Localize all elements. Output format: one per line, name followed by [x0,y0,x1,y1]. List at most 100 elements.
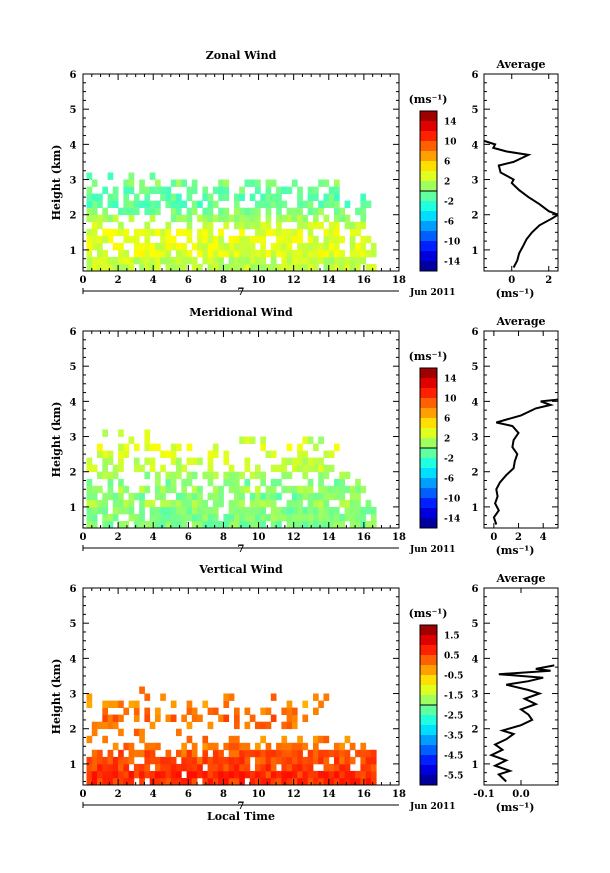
heatmap-cell [286,457,293,465]
heatmap-cell [165,714,172,722]
heatmap-cell [102,256,108,265]
heatmap-cell [234,499,240,508]
heatmap-cell [249,492,256,501]
heatmap-cell [281,228,288,237]
heatmap-cell [118,207,124,216]
heatmap-cell [202,513,209,522]
heatmap-cell [165,770,172,779]
colorbar-swatch [420,251,437,262]
heatmap-cell [323,485,330,494]
heatmap-cell [239,186,245,194]
heatmap-cell [160,499,166,508]
heatmap-cell [144,499,151,508]
heatmap-cell [191,242,198,251]
heatmap-cell [207,207,214,216]
heatmap-cell [133,728,140,737]
heatmap-cell [313,221,319,230]
heatmap-cell [144,770,151,779]
heatmap-cell [318,221,324,230]
heatmap-cell [260,264,266,271]
heatmap-cell [91,214,98,223]
heatmap-cell [202,214,209,223]
heatmap-cell [223,763,230,772]
heatmap-cell [176,228,182,237]
heatmap-cell [344,221,351,230]
heatmap-cell [197,249,203,258]
heatmap-cell [181,756,187,765]
y-tick-label: 3 [70,433,77,444]
heatmap-cell [265,485,272,494]
heatmap-cell [123,742,130,751]
heatmap-cell [349,756,356,765]
heatmap-cell [318,492,324,501]
heatmap-cell [249,193,256,201]
x-tick-label: 0 [80,789,87,800]
average-profile-line [484,139,558,268]
heatmap-cell [265,749,272,758]
heatmap-cell [360,242,367,251]
heatmap-cell [286,742,293,751]
heatmap-cell [276,228,282,237]
heatmap-cell [102,264,108,271]
heatmap-cell [365,235,372,244]
heatmap-cell [291,763,298,772]
heatmap-cell [218,778,224,785]
heatmap-cell [181,464,187,473]
heatmap-cell [197,763,203,772]
heatmap-cell [249,499,256,508]
heatmap-cells [86,172,377,271]
heatmap-cell [202,186,209,194]
heatmap-cell [239,492,245,501]
heatmap-cell [349,249,356,258]
heatmap-cell [270,770,277,779]
heatmap-cell [155,478,161,487]
heatmap-cell [234,207,240,216]
heatmap-cell [186,499,193,508]
heatmap-cell [260,228,266,237]
heatmap-cell [176,464,182,473]
heatmap-cell [160,492,166,501]
x-tick-label: 16 [357,532,371,543]
heatmap-cell [165,249,172,258]
heatmap-cell [118,256,124,265]
heatmap-cell [212,506,219,515]
profile-title: Average [495,315,545,328]
colorbar-swatch [420,625,437,636]
heatmap-cell [291,214,298,223]
heatmap-cell [323,464,330,473]
heatmap-cell [307,756,314,765]
heatmap-cell [249,471,256,480]
heatmap-cell [228,513,235,522]
heatmap-cell [297,450,303,458]
heatmap-cell [160,450,166,458]
heatmap-cell [207,200,214,208]
heatmap-cell [212,256,219,265]
heatmap-cell [307,492,314,501]
heatmap-cell [102,429,108,437]
heatmap-cell [286,228,293,237]
heatmap-cell [149,770,156,779]
profile-y-tick-label: 2 [472,211,479,222]
heatmap-cell [102,228,108,237]
heatmap-cell [265,499,272,508]
heatmap-cell [270,513,277,522]
heatmap-cell [218,749,224,758]
heatmap-cell [270,506,277,515]
heatmap-cell [249,242,256,251]
heatmap-cell [307,436,314,444]
heatmap-cell [91,721,98,730]
heatmap-cell [181,264,187,271]
profile-y-tick-label: 1 [472,246,479,257]
heatmap-cell [339,235,345,244]
heatmap-cell [165,200,172,208]
heatmap-cell [102,499,108,508]
heatmap-cell [218,485,224,494]
heatmap-cell [365,499,372,508]
profile-x-tick-label: 0.0 [512,789,529,800]
heatmap-cell [276,214,282,223]
colorbar-tick-label: -5.5 [444,772,463,782]
heatmap-cell [328,200,335,208]
heatmap-cell [255,778,261,785]
heatmap-cell [107,478,114,487]
x-tick-label: 18 [392,275,406,286]
